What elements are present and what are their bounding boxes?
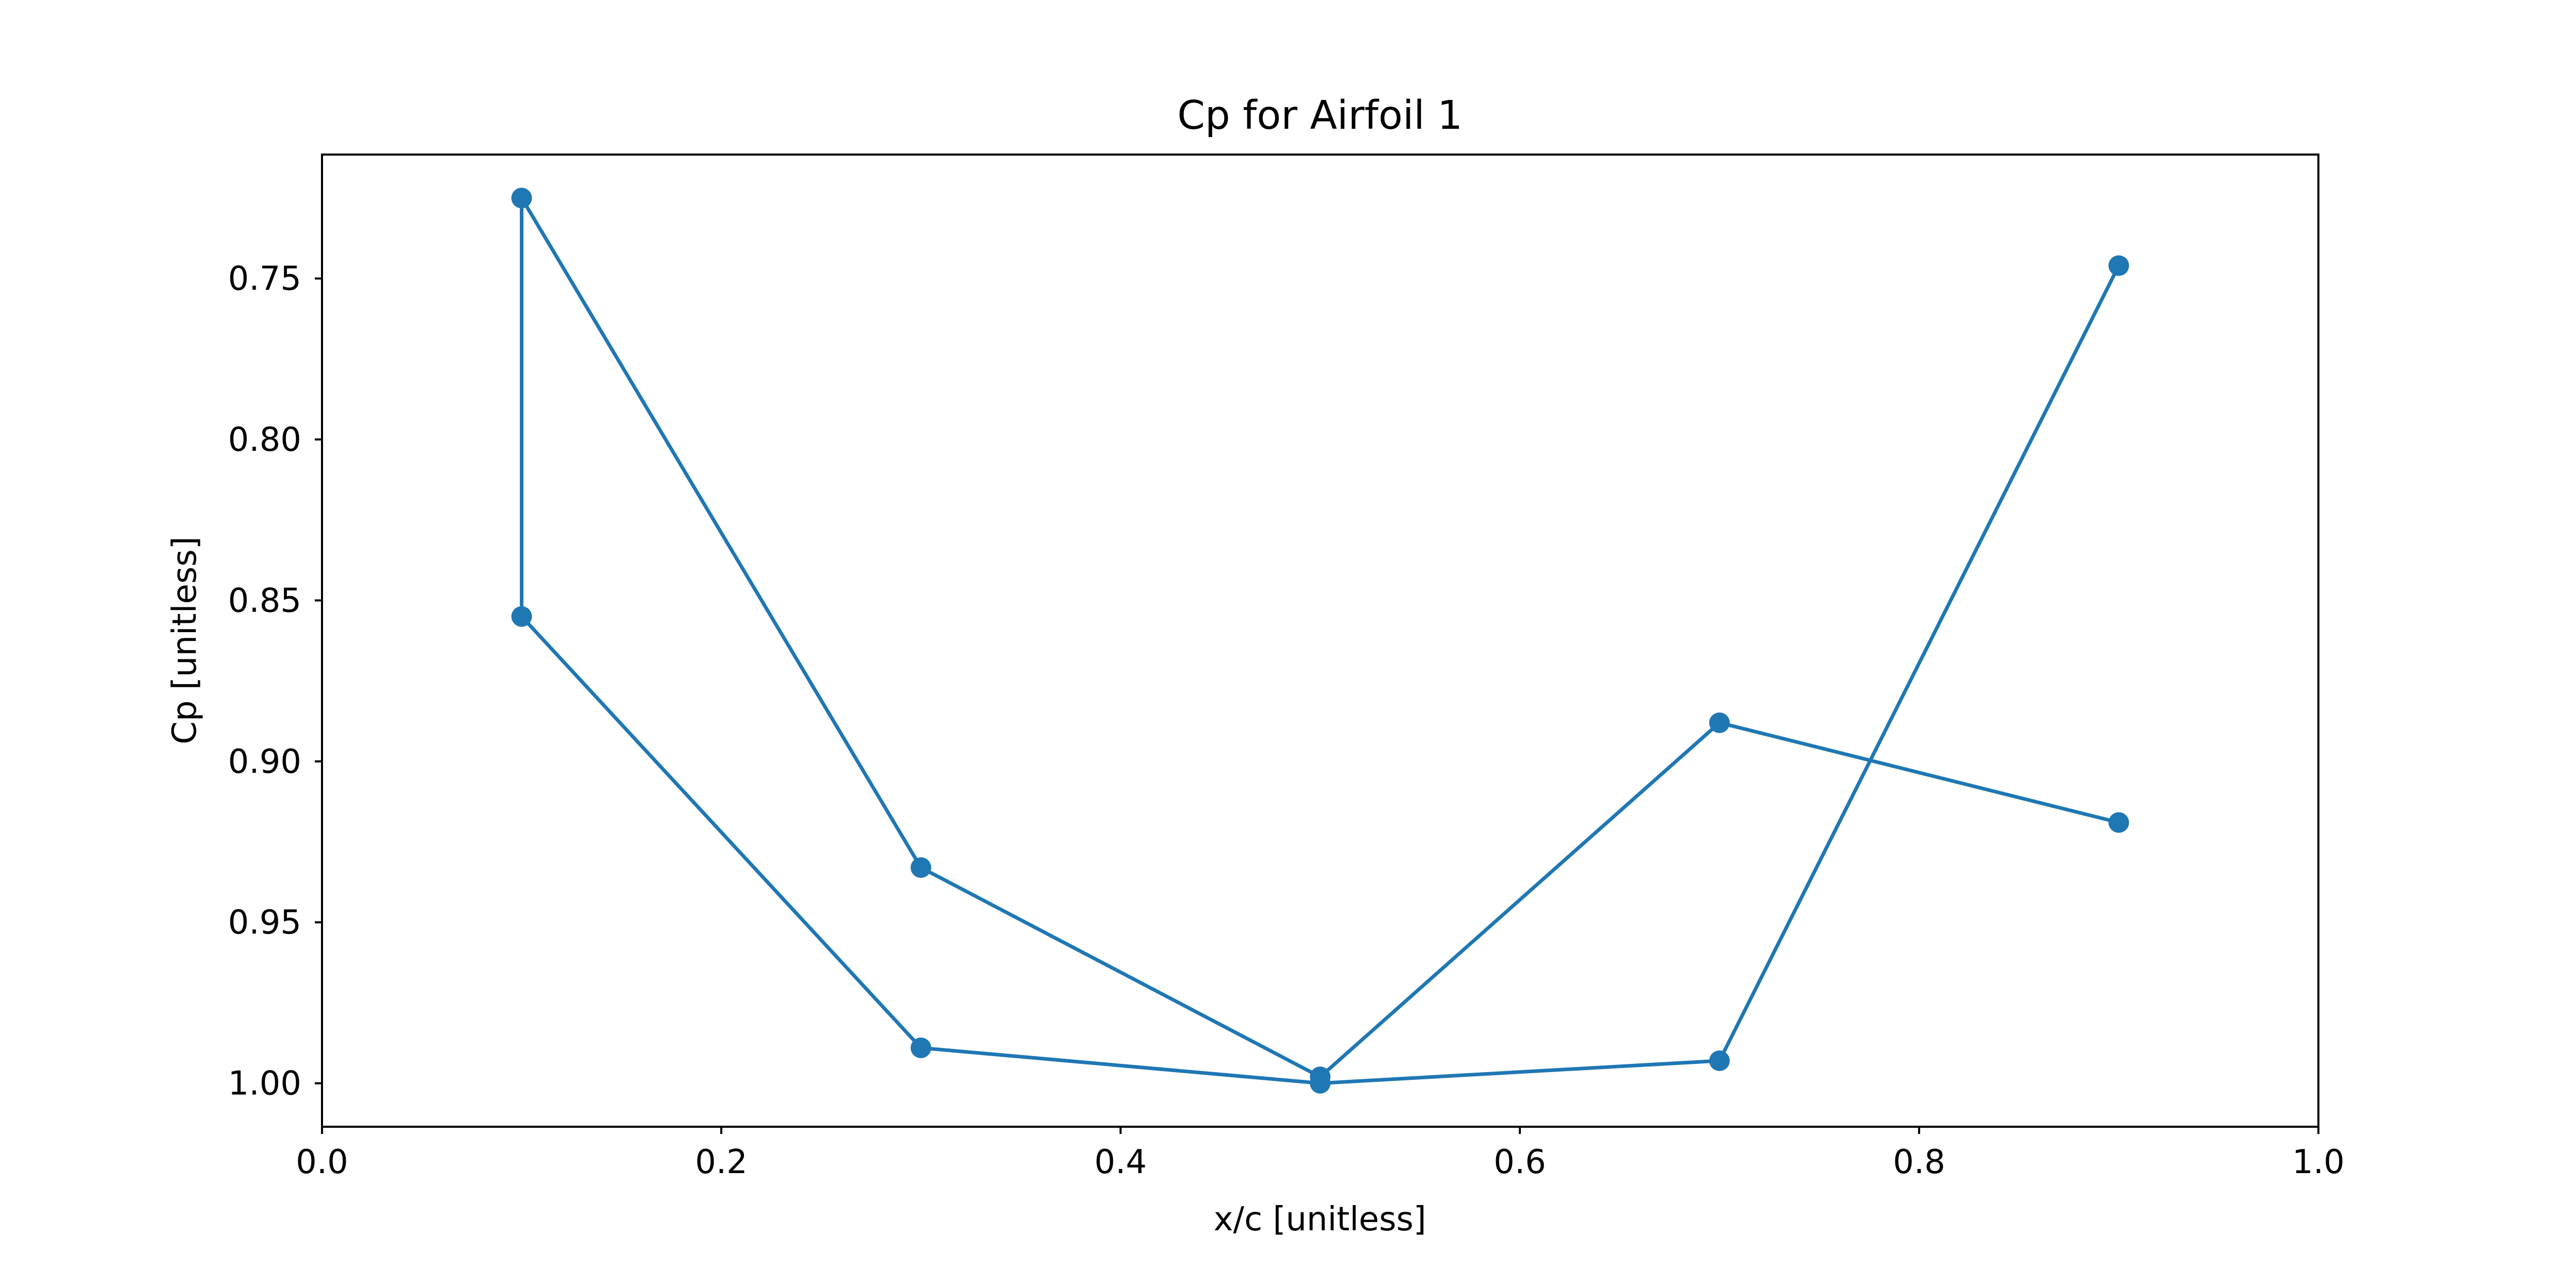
x-tick-label-1: 0.2 — [695, 1143, 748, 1181]
y-tick-label-4: 0.95 — [228, 904, 302, 942]
data-point-0-3 — [910, 1037, 931, 1058]
data-point-0-7 — [1310, 1066, 1331, 1088]
x-tick-label-0: 0.0 — [296, 1143, 348, 1181]
series-marks — [511, 188, 2129, 1094]
data-point-0-6 — [910, 857, 931, 878]
y-axis-label: Cp [unitless] — [166, 536, 204, 744]
data-point-0-0 — [2108, 255, 2129, 276]
y-tick-label-2: 0.85 — [228, 582, 302, 620]
data-point-0-5 — [511, 188, 532, 209]
data-point-0-1 — [1709, 1050, 1730, 1071]
data-point-0-8 — [1709, 712, 1730, 733]
data-point-0-9 — [2108, 812, 2129, 833]
x-tick-label-5: 1.0 — [2292, 1143, 2345, 1181]
y-tick-label-3: 0.90 — [228, 743, 302, 781]
x-tick-label-2: 0.4 — [1094, 1143, 1147, 1181]
x-axis-label: x/c [unitless] — [1214, 1200, 1427, 1239]
plot-frame — [321, 154, 2319, 1128]
x-tick-label-3: 0.6 — [1494, 1143, 1546, 1181]
y-tick-label-1: 0.80 — [228, 421, 302, 459]
y-tick-label-5: 1.00 — [228, 1065, 302, 1103]
series-line-0 — [520, 196, 2121, 1086]
data-point-0-4 — [511, 606, 532, 627]
plot-area — [322, 155, 2318, 1127]
axis-ticks: 0.0 0.2 0.4 0.6 0.8 1.0 0.75 0.80 0.85 0.90 0.95 1.… — [228, 260, 2345, 1181]
y-tick-label-0: 0.75 — [228, 260, 302, 298]
x-tick-label-4: 0.8 — [1893, 1143, 1945, 1181]
chart-title: Cp for Airfoil 1 — [1177, 93, 1463, 139]
